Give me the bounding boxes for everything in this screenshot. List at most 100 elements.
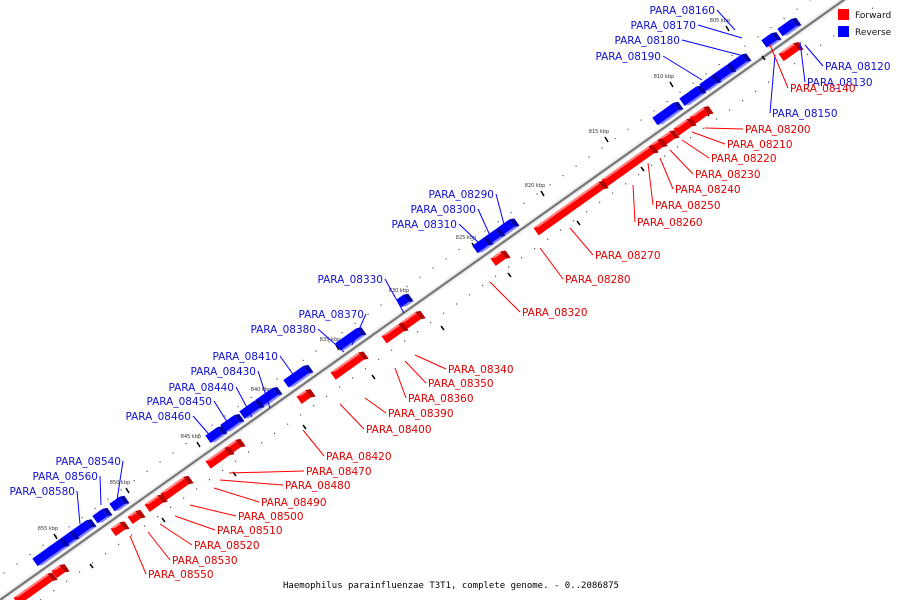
scale-dot — [456, 303, 458, 305]
scale-dot — [859, 16, 861, 18]
gene-label-forward[interactable]: PARA_08260 — [637, 217, 703, 229]
gene-feature-forward[interactable] — [296, 389, 316, 404]
gene-label-forward[interactable]: PARA_08220 — [711, 153, 777, 165]
gene-feature-forward[interactable] — [127, 510, 146, 525]
gene-label-forward[interactable]: PARA_08340 — [448, 364, 514, 376]
gene-label-reverse[interactable]: PARA_08300 — [410, 204, 476, 216]
gene-feature-forward[interactable] — [110, 521, 130, 537]
gene-label-reverse[interactable]: PARA_08180 — [614, 35, 680, 47]
gene-label-forward[interactable]: PARA_08420 — [326, 451, 392, 463]
gene-label-forward[interactable]: PARA_08520 — [194, 540, 260, 552]
gene-feature-forward[interactable] — [160, 475, 194, 501]
gene-label-forward[interactable]: PARA_08140 — [790, 83, 856, 95]
gene-label-reverse[interactable]: PARA_08150 — [772, 108, 838, 120]
scale-dot — [614, 138, 616, 140]
gene-label-forward[interactable]: PARA_08470 — [306, 466, 372, 478]
scale-dot — [274, 432, 276, 434]
scale-dot — [367, 313, 369, 315]
gene-block-side — [119, 521, 130, 530]
scale-dot — [235, 460, 237, 462]
gene-label-reverse[interactable]: PARA_08430 — [190, 366, 256, 378]
gene-feature-forward[interactable] — [490, 250, 511, 266]
gene-label-forward[interactable]: PARA_08530 — [172, 555, 238, 567]
scale-dot — [692, 82, 694, 84]
gene-feature-reverse[interactable] — [205, 426, 228, 443]
genome-caption: Haemophilus parainfluenzae T3T1, complet… — [283, 581, 619, 591]
gene-feature-reverse[interactable] — [239, 399, 265, 419]
gene-label-forward[interactable]: PARA_08250 — [655, 200, 721, 212]
gene-block-top — [488, 235, 506, 246]
gene-feature-reverse[interactable] — [46, 538, 70, 556]
gene-feature-reverse[interactable] — [699, 74, 722, 92]
gene-label-reverse[interactable]: PARA_08410 — [212, 351, 278, 363]
gene-block-face — [472, 237, 489, 254]
gene-label-forward[interactable]: PARA_08230 — [695, 169, 761, 181]
gene-feature-forward[interactable] — [51, 564, 70, 579]
gene-label-reverse[interactable]: PARA_08540 — [55, 456, 121, 468]
gene-label-reverse[interactable]: PARA_08170 — [630, 20, 696, 32]
gene-feature-reverse[interactable] — [92, 507, 113, 524]
gene-label-forward[interactable]: PARA_08270 — [595, 250, 661, 262]
gene-leader-line — [116, 460, 124, 501]
gene-label-forward[interactable]: PARA_08500 — [238, 511, 304, 523]
gene-feature-reverse[interactable] — [777, 17, 802, 37]
gene-label-forward[interactable]: PARA_08200 — [745, 124, 811, 136]
gene-label-reverse[interactable]: PARA_08130 — [807, 77, 873, 89]
gene-label-reverse[interactable]: PARA_08310 — [391, 219, 457, 231]
gene-feature-forward[interactable] — [601, 145, 659, 187]
gene-label-reverse[interactable]: PARA_08460 — [125, 411, 191, 423]
gene-feature-reverse[interactable] — [679, 85, 707, 106]
gene-label-forward[interactable]: PARA_08360 — [408, 393, 474, 405]
gene-label-forward[interactable]: PARA_08350 — [428, 378, 494, 390]
gene-block-face — [296, 390, 311, 404]
gene-feature-forward[interactable] — [381, 323, 409, 344]
gene-feature-reverse[interactable] — [472, 236, 494, 254]
gene-feature-forward[interactable] — [330, 351, 369, 380]
gene-label-reverse[interactable]: PARA_08330 — [317, 274, 383, 286]
gene-label-reverse[interactable]: PARA_08290 — [428, 189, 494, 201]
gene-label-forward[interactable]: PARA_08210 — [727, 139, 793, 151]
gene-label-forward[interactable]: PARA_08240 — [675, 184, 741, 196]
gene-feature-forward[interactable] — [673, 118, 697, 136]
gene-label-forward[interactable]: PARA_08510 — [217, 525, 283, 537]
scale-tick-mark — [196, 441, 201, 448]
scale-tick-mark — [669, 81, 674, 88]
gene-feature-reverse[interactable] — [109, 495, 130, 512]
gene-feature-reverse[interactable] — [220, 413, 245, 433]
gene-label-reverse[interactable]: PARA_08440 — [168, 382, 234, 394]
gene-label-reverse[interactable]: PARA_08160 — [649, 5, 715, 17]
gene-label-forward[interactable]: PARA_08550 — [148, 569, 214, 581]
gene-feature-forward[interactable] — [144, 494, 168, 512]
gene-block-top — [13, 572, 53, 598]
gene-feature-reverse[interactable] — [283, 364, 314, 388]
gene-label-forward[interactable]: PARA_08390 — [388, 408, 454, 420]
gene-block-face — [601, 146, 654, 187]
gene-feature-forward[interactable] — [689, 106, 714, 125]
gene-feature-forward[interactable] — [533, 180, 609, 236]
gene-label-reverse[interactable]: PARA_08580 — [9, 486, 75, 498]
gene-block-top — [657, 109, 684, 126]
scale-tick-label: 840 kbp — [251, 387, 271, 393]
gene-label-reverse[interactable]: PARA_08380 — [250, 324, 316, 336]
gene-block-side — [59, 538, 70, 547]
gene-label-reverse[interactable]: PARA_08120 — [825, 61, 891, 73]
gene-feature-forward[interactable] — [205, 446, 235, 469]
gene-label-forward[interactable]: PARA_08280 — [565, 274, 631, 286]
scale-dot — [313, 405, 315, 407]
gene-label-reverse[interactable]: PARA_08450 — [146, 396, 212, 408]
gene-label-forward[interactable]: PARA_08480 — [285, 480, 351, 492]
gene-block-side — [157, 494, 168, 503]
scale-dot — [261, 442, 263, 444]
gene-label-forward[interactable]: PARA_08320 — [522, 307, 588, 319]
gene-label-reverse[interactable]: PARA_08560 — [32, 471, 98, 483]
scale-dot — [352, 377, 354, 379]
gene-label-reverse[interactable]: PARA_08370 — [298, 309, 364, 321]
gene-label-forward[interactable]: PARA_08400 — [366, 424, 432, 436]
gene-feature-forward[interactable] — [13, 572, 58, 600]
gene-label-forward[interactable]: PARA_08490 — [261, 497, 327, 509]
gene-block-top — [225, 421, 245, 433]
scale-dot — [3, 572, 5, 574]
gene-feature-reverse[interactable] — [652, 101, 684, 126]
gene-label-reverse[interactable]: PARA_08190 — [595, 51, 661, 63]
